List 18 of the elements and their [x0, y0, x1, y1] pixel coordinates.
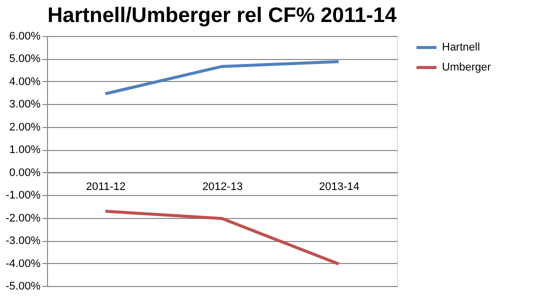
x-tick-label: 2011-12 — [86, 180, 126, 193]
y-tick-label: 0.00% — [9, 166, 41, 179]
chart-title: Hartnell/Umberger rel CF% 2011-14 — [48, 4, 397, 27]
y-tick-label: 2.00% — [9, 121, 41, 134]
y-tick-label: -2.00% — [6, 212, 41, 224]
y-tick-label: 1.00% — [9, 144, 41, 156]
y-tick-label: -4.00% — [6, 258, 41, 270]
y-tick-label: 4.00% — [9, 76, 41, 88]
y-tick-label: 6.00% — [9, 30, 41, 42]
y-tick-label: -3.00% — [6, 235, 41, 248]
y-tick-label: -5.00% — [6, 280, 41, 292]
y-tick-label: 3.00% — [9, 98, 41, 111]
legend-label: Umberger — [442, 62, 492, 74]
x-tick-label: 2013-14 — [318, 180, 360, 193]
y-tick-label: -1.00% — [6, 190, 41, 202]
y-tick-label: 5.00% — [9, 53, 41, 66]
legend-label: Hartnell — [442, 42, 480, 54]
x-tick-label: 2012-13 — [202, 180, 243, 193]
